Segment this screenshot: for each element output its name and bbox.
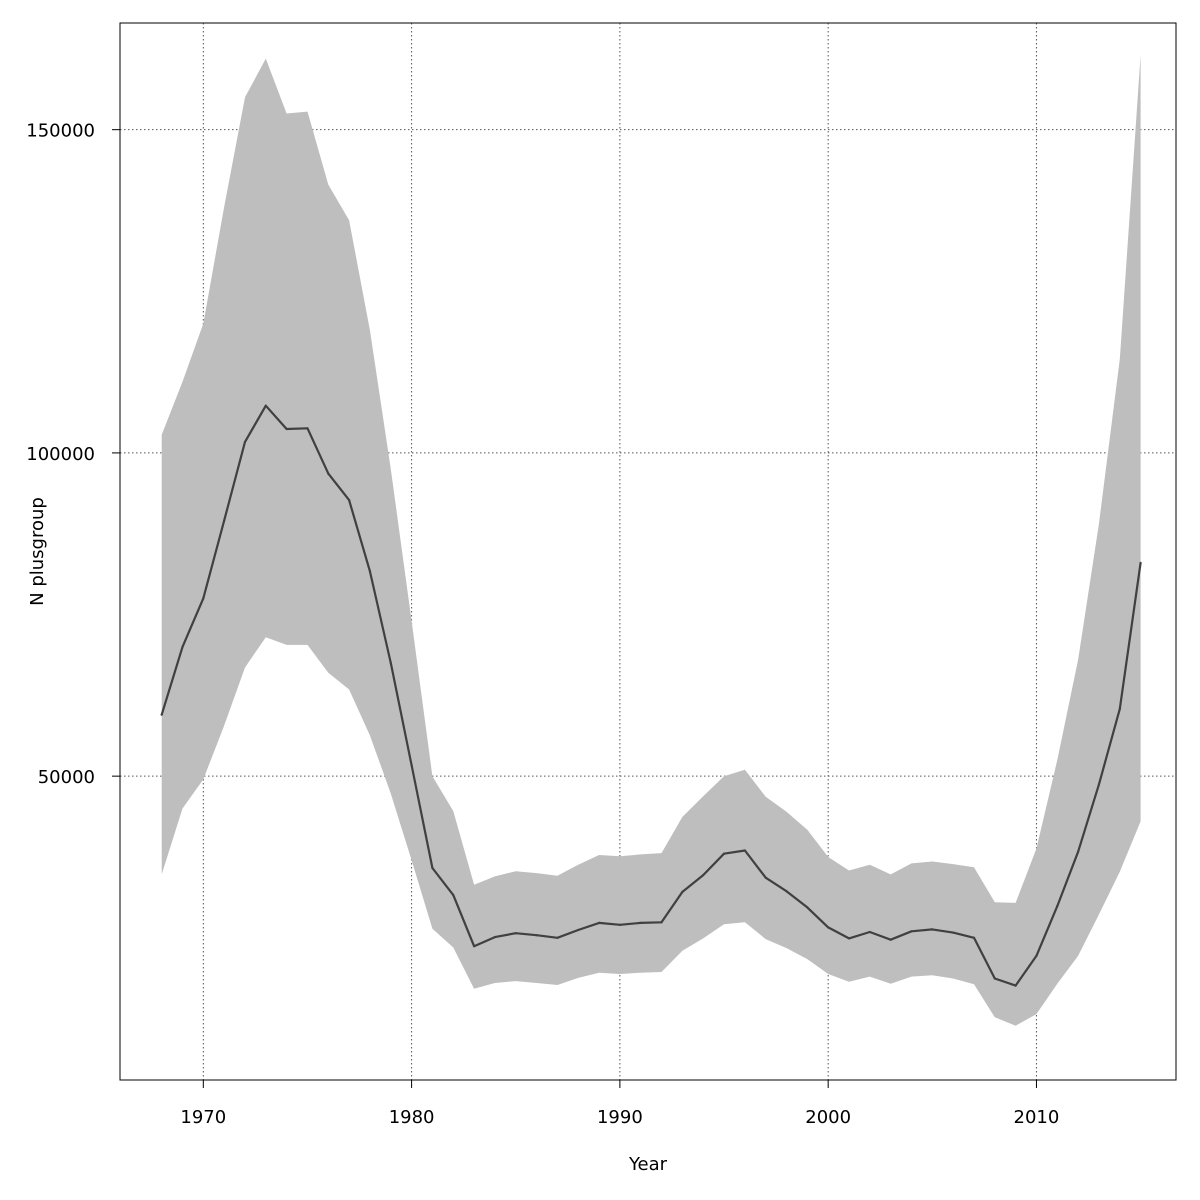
data-point [1056, 904, 1059, 908]
data-point [514, 932, 517, 935]
y-axis-label: N plusgroup [27, 497, 48, 606]
x-tick-label: 1970 [180, 1107, 226, 1128]
data-point [368, 570, 372, 573]
data-point [993, 977, 996, 980]
data-point [493, 936, 497, 939]
data-point [806, 906, 809, 909]
data-point [202, 597, 205, 600]
x-tick-label: 2000 [805, 1107, 851, 1128]
data-point [847, 937, 851, 940]
data-point [1035, 954, 1038, 957]
data-point [285, 427, 288, 431]
confidence-band [161, 55, 1141, 1026]
data-point [306, 427, 309, 430]
data-point [1097, 783, 1101, 786]
y-tick-label: 50000 [38, 767, 95, 788]
data-point [1118, 707, 1121, 711]
data-point [910, 930, 913, 933]
y-tick-label: 150000 [26, 121, 95, 142]
estimate-line [160, 404, 1142, 987]
data-point [431, 866, 434, 870]
data-point [660, 921, 663, 924]
data-point [1014, 984, 1017, 987]
data-point [472, 945, 476, 948]
data-point [181, 645, 184, 648]
data-point [1139, 561, 1142, 564]
data-point [785, 890, 788, 893]
data-point [1077, 850, 1080, 853]
data-point [223, 519, 226, 522]
data-point [827, 926, 830, 929]
data-point [264, 404, 267, 407]
data-point [681, 890, 684, 893]
data-point [410, 764, 413, 767]
y-axis: 50000 100000 150000 [26, 121, 120, 788]
x-tick-label: 1990 [597, 1107, 643, 1128]
data-point [389, 661, 392, 665]
data-point [452, 894, 455, 897]
data-point [952, 931, 955, 934]
data-point [639, 921, 642, 925]
data-point [556, 936, 559, 939]
data-point [931, 928, 934, 931]
data-point [597, 921, 601, 925]
data-point [764, 876, 767, 879]
plot-frame [119, 22, 1177, 1081]
data-point [868, 930, 871, 934]
x-axis: 1970 1980 1990 2000 2010 [180, 1080, 1059, 1128]
data-point [160, 713, 163, 716]
data-point [327, 472, 330, 475]
data-point [618, 923, 621, 926]
data-point [243, 440, 247, 444]
data-point [722, 852, 726, 855]
x-tick-label: 2010 [1014, 1107, 1060, 1128]
data-point [972, 936, 976, 939]
data-points [160, 404, 1142, 987]
y-tick-label: 100000 [26, 444, 95, 465]
data-point [702, 873, 705, 877]
data-point [577, 928, 580, 932]
x-tick-label: 1980 [389, 1107, 435, 1128]
data-point [348, 499, 351, 502]
data-point [889, 938, 892, 941]
x-axis-label: Year [628, 1154, 668, 1175]
data-point [743, 849, 746, 852]
data-point [535, 934, 538, 937]
